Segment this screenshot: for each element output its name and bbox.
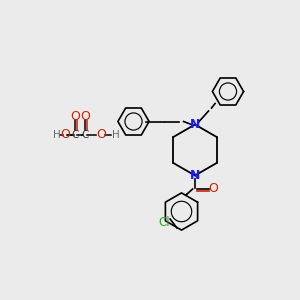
Text: C: C [72,130,79,140]
Text: N: N [190,169,200,182]
Text: Cl: Cl [158,215,170,229]
Text: O: O [208,182,218,196]
Text: C: C [81,130,88,140]
Text: O: O [96,128,106,142]
Text: O: O [70,110,80,123]
Text: N: N [190,118,200,131]
Text: H: H [53,130,61,140]
Text: O: O [60,128,70,142]
Text: O: O [80,110,90,123]
Text: H: H [112,130,119,140]
